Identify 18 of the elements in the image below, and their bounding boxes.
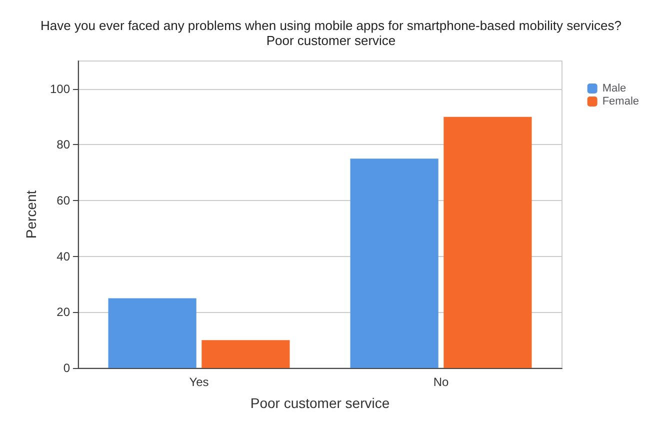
bar: [202, 340, 290, 368]
chart-title: Have you ever faced any problems when using mobile apps for smartphone-based mobility services?: [40, 18, 622, 33]
legend-label: Male: [602, 82, 626, 94]
y-tick-label: 40: [56, 249, 70, 264]
y-tick-label: 0: [63, 361, 70, 375]
bar: [350, 158, 438, 368]
bar: [108, 298, 196, 368]
y-tick-label: 60: [56, 194, 70, 208]
y-tick-label: 80: [56, 138, 70, 152]
y-axis-title: Percent: [23, 190, 39, 239]
bar: [444, 116, 532, 368]
x-axis-title: Poor customer service: [250, 395, 390, 411]
y-tick-label: 20: [56, 305, 70, 320]
legend-label: Female: [602, 96, 640, 108]
y-tick-label: 100: [50, 82, 70, 96]
x-tick-label: Yes: [189, 375, 209, 389]
chart-subtitle: Poor customer service: [266, 33, 396, 48]
x-tick-label: No: [433, 375, 449, 389]
